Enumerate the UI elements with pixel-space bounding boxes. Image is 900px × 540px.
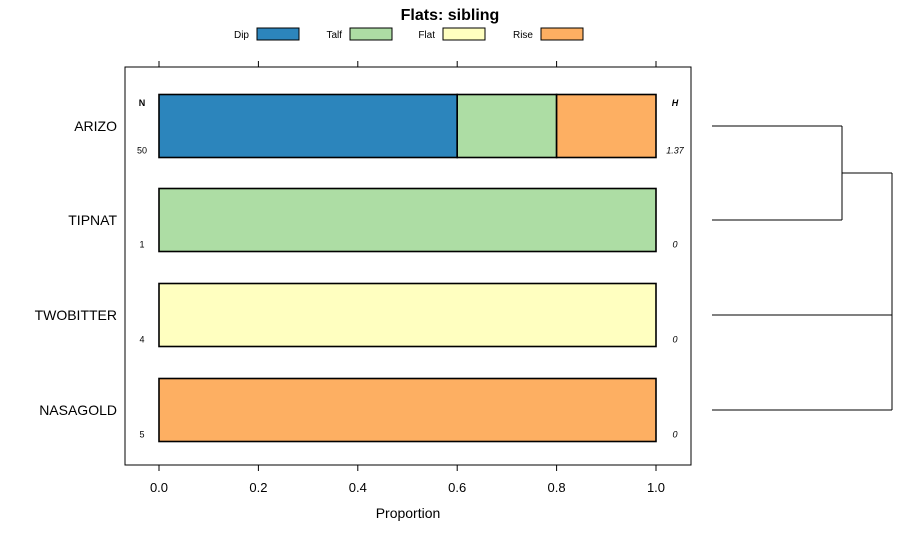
chart-title: Flats: sibling xyxy=(401,7,500,24)
category-label: TIPNAT xyxy=(68,212,117,228)
legend-swatch-flat xyxy=(442,27,486,41)
n-value: 4 xyxy=(139,335,144,345)
legend-swatch-rise xyxy=(540,27,584,41)
x-tick-label: 0.6 xyxy=(448,480,466,495)
h-header: H xyxy=(672,98,679,108)
legend-label-talf: Talf xyxy=(326,30,342,41)
plot-frame xyxy=(124,66,692,466)
x-tick-label: 0.4 xyxy=(349,480,367,495)
category-label: TWOBITTER xyxy=(35,307,117,323)
bar-segment-flat xyxy=(158,282,657,348)
n-value: 5 xyxy=(139,430,144,440)
bar-segment-rise xyxy=(158,377,657,443)
bar-segment-talf xyxy=(456,93,558,159)
x-tick-label: 0.0 xyxy=(150,480,168,495)
category-label: ARIZO xyxy=(74,118,117,134)
n-header: N xyxy=(139,98,146,108)
bar-segment-dip xyxy=(158,93,459,159)
x-tick-label: 1.0 xyxy=(647,480,665,495)
h-value: 1.37 xyxy=(666,146,685,156)
legend-label-rise: Rise xyxy=(513,30,533,41)
legend-label-flat: Flat xyxy=(418,30,435,41)
n-value: 50 xyxy=(137,146,147,156)
x-tick-label: 0.8 xyxy=(548,480,566,495)
x-tick-label: 0.2 xyxy=(249,480,267,495)
n-value: 1 xyxy=(139,240,144,250)
bar-segment-rise xyxy=(555,93,657,159)
h-value: 0 xyxy=(672,240,677,250)
legend-label-dip: Dip xyxy=(234,30,249,41)
bar-segment-talf xyxy=(158,187,657,253)
legend: Dip Talf Flat Rise xyxy=(234,27,584,41)
legend-swatch-dip xyxy=(256,27,300,41)
x-axis-title: Proportion xyxy=(376,505,441,521)
category-label: NASAGOLD xyxy=(39,402,117,418)
dendrogram xyxy=(712,125,893,411)
legend-swatch-talf xyxy=(349,27,393,41)
x-axis: 0.0 0.2 0.4 0.6 0.8 1.0 xyxy=(150,61,665,495)
h-value: 0 xyxy=(672,335,677,345)
h-value: 0 xyxy=(672,430,677,440)
